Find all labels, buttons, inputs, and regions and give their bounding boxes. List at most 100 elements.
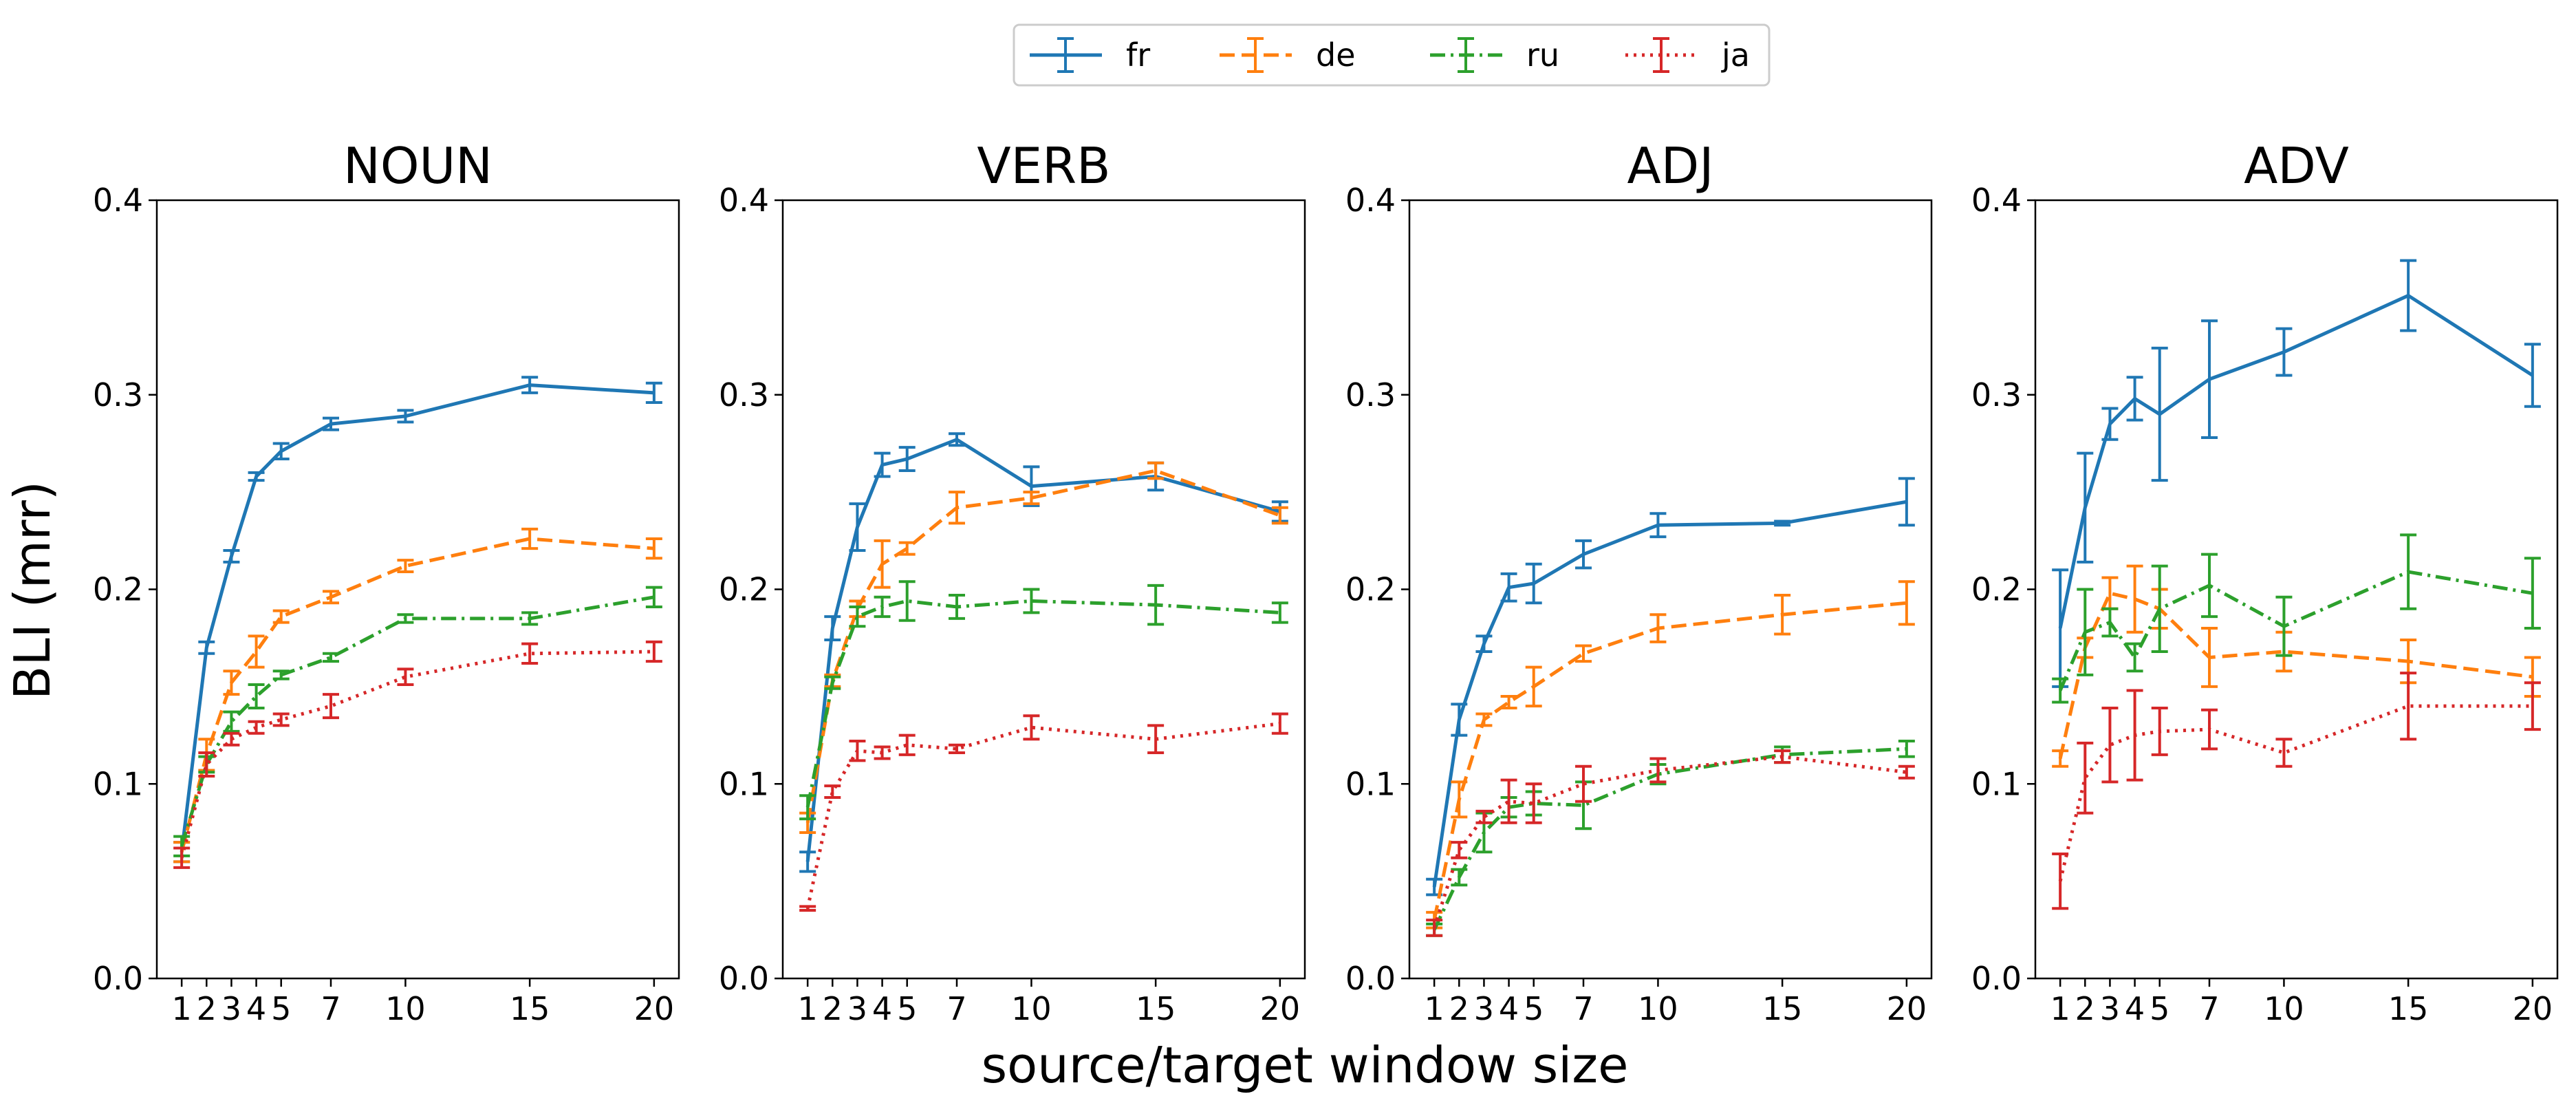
x-tick-label: 3 xyxy=(2100,990,2120,1027)
series-line-ja xyxy=(180,650,654,859)
y-tick-label: 0.0 xyxy=(719,960,769,997)
x-tick-label: 7 xyxy=(1573,990,1593,1027)
series-de xyxy=(2052,564,2541,768)
x-tick-label: 10 xyxy=(2264,990,2304,1027)
panel-title: VERB xyxy=(977,137,1110,195)
y-tick-label: 0.3 xyxy=(93,376,143,414)
legend-entry-fr: fr xyxy=(1030,36,1150,74)
x-tick-label: 20 xyxy=(2513,990,2553,1027)
x-tick-label: 4 xyxy=(1499,990,1519,1027)
y-tick-label: 0.1 xyxy=(1345,765,1396,802)
series-line-ja xyxy=(805,722,1281,909)
legend: fr de ru ja xyxy=(1013,23,1771,87)
y-tick-label: 0.0 xyxy=(93,960,143,997)
legend-entry-ru: ru xyxy=(1430,36,1559,74)
y-tick-label: 0.4 xyxy=(1345,182,1396,219)
y-tick-label: 0.2 xyxy=(1971,571,2022,608)
x-tick-label: 5 xyxy=(897,990,917,1027)
panel-adv: ADV 0.0 0.1 0.2 0.3 0.4 1 2 3 4 5 7 10 15 20 xyxy=(1971,137,2559,1027)
panel-verb: VERB 0.0 0.1 0.2 0.3 0.4 1 2 3 4 5 7 10 15 20 xyxy=(719,137,1306,1027)
series-line-fr xyxy=(805,438,1281,862)
x-tick-label: 1 xyxy=(172,990,192,1027)
series-ru xyxy=(1426,740,1915,937)
legend-entry-de: de xyxy=(1220,36,1356,74)
x-tick-label: 7 xyxy=(2199,990,2219,1027)
series-ja xyxy=(1426,749,1915,937)
y-tick-label: 0.3 xyxy=(1345,376,1396,414)
y-tick-label: 0.4 xyxy=(1971,182,2022,219)
x-tick-label: 7 xyxy=(321,990,340,1027)
x-tick-label: 1 xyxy=(2050,990,2070,1027)
x-tick-label: 7 xyxy=(946,990,966,1027)
panel-title: ADJ xyxy=(1627,137,1714,195)
legend-label: de xyxy=(1316,36,1356,74)
series-ja xyxy=(799,712,1288,912)
x-tick-label: 2 xyxy=(197,990,217,1027)
x-tick-label: 15 xyxy=(1136,990,1176,1027)
x-tick-label: 20 xyxy=(1887,990,1927,1027)
x-tick-label: 15 xyxy=(510,990,550,1027)
y-tick-label: 0.1 xyxy=(93,765,143,802)
panel-noun: NOUN 0.0 0.1 0.2 0.3 0.4 1 2 3 4 5 7 10 15 20 xyxy=(93,137,680,1027)
series-fr xyxy=(1426,477,1915,897)
x-tick-label: 15 xyxy=(2388,990,2429,1027)
series-line-ja xyxy=(1432,755,1907,929)
axes-frame xyxy=(781,199,1306,980)
y-tick-label: 0.3 xyxy=(719,376,769,414)
legend-frame xyxy=(1013,23,1771,87)
series-line-ru xyxy=(2058,570,2533,692)
x-tick-label: 3 xyxy=(847,990,867,1027)
y-tick-label: 0.0 xyxy=(1971,960,2022,997)
panel-adj: ADJ 0.0 0.1 0.2 0.3 0.4 1 2 3 4 5 7 10 15 20 xyxy=(1345,137,1933,1027)
axes-frame xyxy=(155,199,680,980)
y-tick-label: 0.1 xyxy=(1971,765,2022,802)
axes-frame xyxy=(1408,199,1933,980)
x-tick-label: 10 xyxy=(1638,990,1678,1027)
x-tick-label: 1 xyxy=(798,990,818,1027)
y-tick-label: 0.3 xyxy=(1971,376,2022,414)
series-de xyxy=(799,461,1288,834)
series-line-ja xyxy=(2058,704,2533,882)
y-tick-label: 0.0 xyxy=(1345,960,1396,997)
series-ru xyxy=(2052,533,2541,704)
series-line-fr xyxy=(180,383,655,853)
x-tick-label: 10 xyxy=(1011,990,1052,1027)
x-tick-label: 3 xyxy=(221,990,241,1027)
series-line-de xyxy=(2058,591,2533,760)
series-line-ru xyxy=(1432,747,1907,931)
legend-label: ja xyxy=(1721,36,1750,74)
x-tick-label: 4 xyxy=(872,990,892,1027)
legend-label: ru xyxy=(1526,36,1559,74)
x-tick-label: 10 xyxy=(385,990,426,1027)
y-tick-label: 0.2 xyxy=(93,571,143,608)
panel-title: NOUN xyxy=(343,137,493,195)
y-axis-title: BLI (mrr) xyxy=(3,481,61,700)
series-ru xyxy=(799,580,1288,821)
x-tick-label: 4 xyxy=(246,990,266,1027)
x-tick-label: 2 xyxy=(2075,990,2095,1027)
x-tick-label: 20 xyxy=(634,990,675,1027)
legend-entry-ja: ja xyxy=(1625,36,1750,74)
series-line-de xyxy=(805,469,1281,824)
series-ja xyxy=(2052,672,2541,910)
y-tick-label: 0.4 xyxy=(719,182,769,219)
y-tick-label: 0.2 xyxy=(1345,571,1396,608)
y-tick-label: 0.4 xyxy=(93,182,143,219)
series-line-de xyxy=(1432,601,1907,921)
series-fr xyxy=(799,432,1288,873)
y-tick-label: 0.1 xyxy=(719,765,769,802)
x-tick-label: 15 xyxy=(1762,990,1803,1027)
x-tick-label: 1 xyxy=(1425,990,1444,1027)
series-line-fr xyxy=(1432,500,1907,888)
x-tick-label: 3 xyxy=(1474,990,1494,1027)
series-fr xyxy=(2052,259,2541,688)
series-de xyxy=(173,527,662,864)
series-line-ru xyxy=(805,599,1281,808)
x-tick-label: 5 xyxy=(1524,990,1544,1027)
series-line-fr xyxy=(2058,294,2534,629)
x-tick-label: 5 xyxy=(271,990,291,1027)
series-ja xyxy=(173,640,662,869)
panel-title: ADV xyxy=(2244,137,2349,195)
